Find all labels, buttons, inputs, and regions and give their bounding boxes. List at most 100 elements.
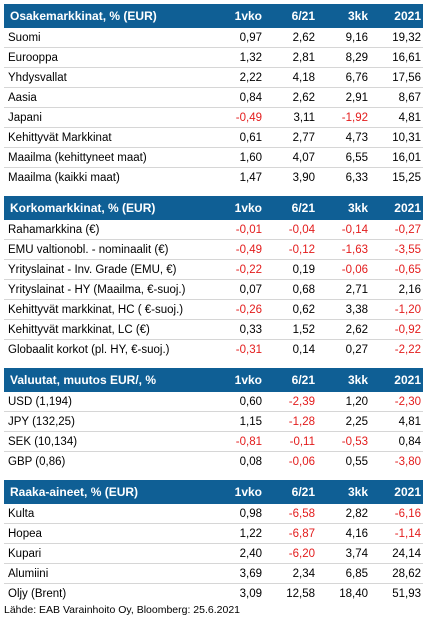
section-header: Valuutat, muutos EUR/, % 1vko 6/21 3kk 2021 [4,368,423,392]
value-cell: 2,22 [239,71,262,84]
value-cell: -0,06 [341,263,368,276]
value-cell: 4,81 [398,415,421,428]
table-row: Yrityslainat - HY (Maailma, €-suoj.) 0,07… [4,280,423,300]
value-cell: 3,38 [345,303,368,316]
value-cell: 4,81 [398,111,421,124]
value-cell: 51,93 [392,587,421,600]
section-title: Valuutat, muutos EUR/, % [10,373,157,387]
value-cell: 9,16 [345,31,368,44]
value-cell: 0,07 [239,283,262,296]
value-cell: -2,22 [394,343,421,356]
table-row: Aasia 0,84 2,62 2,91 8,67 [4,88,423,108]
value-cell: 1,20 [345,395,368,408]
value-cell: 2,40 [239,547,262,560]
value-cell: 2,82 [345,507,368,520]
value-cell: -0,04 [288,223,315,236]
row-label: Aasia [8,91,37,104]
table-row: Kulta 0,98 -6,58 2,82 -6,16 [4,504,423,524]
value-cell: -1,28 [288,415,315,428]
column-header: 1vko [234,373,262,387]
value-cell: 17,56 [392,71,421,84]
value-cell: 12,58 [286,587,315,600]
row-label: JPY (132,25) [8,415,75,428]
column-header: 1vko [234,9,262,23]
row-label: Hopea [8,527,42,540]
value-cell: 0,55 [345,455,368,468]
column-header: 3kk [347,485,368,499]
table-row: Rahamarkkina (€) -0,01 -0,04 -0,14 -0,27 [4,220,423,240]
table-row: Öljy (Brent) 3,09 12,58 18,40 51,93 [4,584,423,603]
value-cell: 3,90 [292,171,315,184]
table-row: USD (1,194) 0,60 -2,39 1,20 -2,30 [4,392,423,412]
table-row: Yrityslainat - Inv. Grade (EMU, €) -0,22 0… [4,260,423,280]
value-cell: -3,80 [394,455,421,468]
value-cell: 3,09 [239,587,262,600]
row-label: Japani [8,111,42,124]
value-cell: 0,62 [292,303,315,316]
column-header: 2021 [394,485,421,499]
section-header: Korkomarkkinat, % (EUR) 1vko 6/21 3kk 2021 [4,196,423,220]
market-table: Osakemarkkinat, % (EUR) 1vko 6/21 3kk 2021 Su… [4,4,423,612]
value-cell: -2,39 [288,395,315,408]
row-label: USD (1,194) [8,395,72,408]
column-header: 6/21 [291,9,315,23]
value-cell: 10,31 [392,131,421,144]
value-cell: -0,31 [235,343,262,356]
table-row: Globaalit korkot (pl. HY, €-suoj.) -0,31 0… [4,340,423,359]
column-header: 3kk [347,201,368,215]
value-cell: -2,30 [394,395,421,408]
table-row: JPY (132,25) 1,15 -1,28 2,25 4,81 [4,412,423,432]
value-cell: 1,15 [239,415,262,428]
value-cell: -0,49 [235,111,262,124]
section-1: Osakemarkkinat, % (EUR) 1vko 6/21 3kk 2021 Su… [4,4,423,187]
value-cell: -0,26 [235,303,262,316]
value-cell: 19,32 [392,31,421,44]
table-row: SEK (10,134) -0,81 -0,11 -0,53 0,84 [4,432,423,452]
table-row: Kehittyvät Markkinat 0,61 2,77 4,73 10,31 [4,128,423,148]
value-cell: 6,76 [345,71,368,84]
row-label: SEK (10,134) [8,435,78,448]
value-cell: 2,81 [292,51,315,64]
value-cell: 2,77 [292,131,315,144]
table-row: Kupari 2,40 -6,20 3,74 24,14 [4,544,423,564]
value-cell: 8,29 [345,51,368,64]
table-row: Maailma (kaikki maat) 1,47 3,90 6,33 15,25 [4,168,423,187]
value-cell: 0,14 [292,343,315,356]
column-header: 1vko [234,485,262,499]
value-cell: 1,47 [239,171,262,184]
value-cell: 0,98 [239,507,262,520]
value-cell: 2,91 [345,91,368,104]
value-cell: 2,16 [398,283,421,296]
value-cell: -6,16 [394,507,421,520]
value-cell: 16,61 [392,51,421,64]
value-cell: 6,85 [345,567,368,580]
table-row: Hopea 1,22 -6,87 4,16 -1,14 [4,524,423,544]
section-header: Raaka-aineet, % (EUR) 1vko 6/21 3kk 2021 [4,480,423,504]
value-cell: 3,74 [345,547,368,560]
table-row: Maailma (kehittyneet maat) 1,60 4,07 6,55 16… [4,148,423,168]
section-title: Raaka-aineet, % (EUR) [10,485,139,499]
section-title: Korkomarkkinat, % (EUR) [10,201,156,215]
value-cell: -0,12 [288,243,315,256]
value-cell: 0,08 [239,455,262,468]
value-cell: -0,81 [235,435,262,448]
value-cell: -1,20 [394,303,421,316]
value-cell: -0,49 [235,243,262,256]
value-cell: -0,11 [289,435,315,448]
value-cell: -1,14 [394,527,421,540]
value-cell: 24,14 [392,547,421,560]
column-header: 2021 [394,373,421,387]
table-row: Eurooppa 1,32 2,81 8,29 16,61 [4,48,423,68]
value-cell: 0,97 [239,31,262,44]
value-cell: 6,55 [345,151,368,164]
value-cell: 0,68 [292,283,315,296]
value-cell: -0,01 [235,223,262,236]
row-label: GBP (0,86) [8,455,66,468]
row-label: Kehittyvät markkinat, HC ( €-suoj.) [8,303,184,316]
value-cell: -1,92 [341,111,368,124]
row-label: Yrityslainat - Inv. Grade (EMU, €) [8,263,177,276]
value-cell: 1,22 [239,527,262,540]
value-cell: 2,62 [292,91,315,104]
table-row: Japani -0,49 3,11 -1,92 4,81 [4,108,423,128]
value-cell: 4,07 [292,151,315,164]
